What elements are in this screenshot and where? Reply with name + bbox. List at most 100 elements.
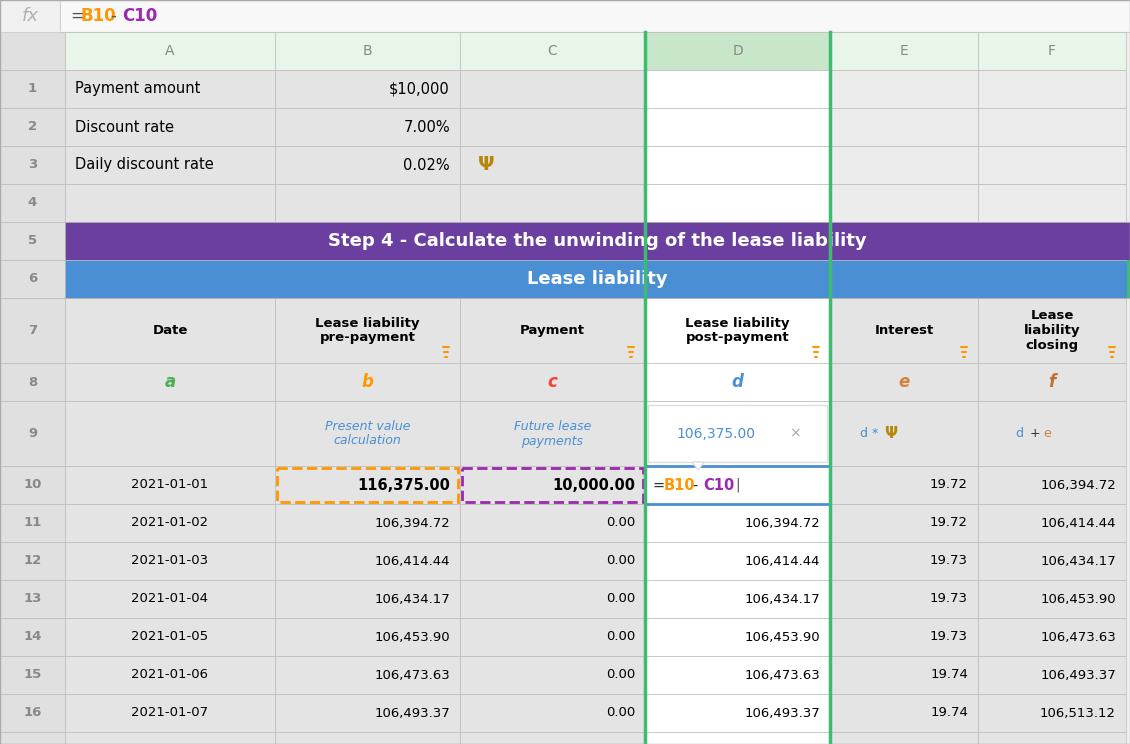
Bar: [645, 70, 831, 108]
Bar: [0, 363, 66, 401]
Text: 19.73: 19.73: [930, 630, 968, 644]
Text: 106,434.17: 106,434.17: [374, 592, 450, 606]
Bar: [275, 146, 460, 184]
Text: 19.72: 19.72: [930, 516, 968, 530]
Text: Lease
liability
closing: Lease liability closing: [1024, 309, 1080, 352]
Bar: [831, 222, 977, 260]
Bar: [0, 504, 66, 542]
Bar: [831, 542, 977, 580]
Bar: [977, 363, 1125, 401]
Bar: [66, 108, 275, 146]
Bar: [275, 694, 460, 732]
Text: 106,493.37: 106,493.37: [374, 707, 450, 719]
Bar: [977, 184, 1125, 222]
Bar: [0, 694, 66, 732]
Bar: [66, 146, 275, 184]
Bar: [275, 222, 460, 260]
Text: c: c: [548, 373, 557, 391]
Text: C10: C10: [703, 478, 734, 493]
Bar: [275, 260, 460, 298]
Text: 7.00%: 7.00%: [403, 120, 450, 135]
Text: 106,434.17: 106,434.17: [1041, 554, 1116, 568]
Bar: [645, 580, 831, 618]
Bar: [0, 0, 60, 32]
Text: 2021-01-06: 2021-01-06: [131, 669, 209, 682]
Bar: [645, 466, 831, 504]
Text: 2021-01-03: 2021-01-03: [131, 554, 209, 568]
Text: 2: 2: [28, 121, 37, 133]
Text: 0.00: 0.00: [606, 707, 635, 719]
Text: 106,473.63: 106,473.63: [1041, 630, 1116, 644]
Bar: [831, 146, 977, 184]
Text: 106,414.44: 106,414.44: [374, 554, 450, 568]
Bar: [66, 466, 275, 504]
Bar: [977, 146, 1125, 184]
Text: Discount rate: Discount rate: [75, 120, 174, 135]
Bar: [645, 32, 831, 70]
Text: |: |: [734, 478, 740, 493]
Bar: [831, 260, 977, 298]
Bar: [645, 618, 831, 656]
Bar: [66, 618, 275, 656]
Text: D: D: [732, 44, 742, 58]
Text: B10: B10: [664, 478, 696, 493]
Bar: [977, 656, 1125, 694]
Polygon shape: [692, 462, 704, 470]
Text: 12: 12: [24, 554, 42, 568]
Bar: [977, 618, 1125, 656]
Text: 116,375.00: 116,375.00: [357, 478, 450, 493]
Bar: [977, 580, 1125, 618]
Bar: [66, 70, 275, 108]
Text: 8: 8: [28, 376, 37, 388]
Bar: [275, 401, 460, 466]
Bar: [66, 222, 1130, 260]
Bar: [645, 363, 831, 401]
Text: =: =: [70, 7, 84, 25]
Bar: [977, 401, 1125, 466]
Bar: [275, 184, 460, 222]
Text: 106,414.44: 106,414.44: [1041, 516, 1116, 530]
Bar: [0, 732, 66, 744]
Bar: [831, 32, 977, 70]
Text: 106,394.72: 106,394.72: [374, 516, 450, 530]
Bar: [647, 405, 827, 462]
Bar: [66, 363, 275, 401]
Text: 0.00: 0.00: [606, 669, 635, 682]
Text: ×: ×: [789, 426, 800, 440]
Text: 5: 5: [28, 234, 37, 248]
Bar: [460, 580, 645, 618]
Bar: [977, 260, 1125, 298]
Text: C: C: [548, 44, 557, 58]
Bar: [66, 732, 275, 744]
Bar: [0, 580, 66, 618]
Bar: [66, 542, 275, 580]
Bar: [831, 70, 977, 108]
Bar: [645, 732, 831, 744]
Bar: [66, 184, 275, 222]
Bar: [831, 732, 977, 744]
Bar: [275, 70, 460, 108]
Text: Payment amount: Payment amount: [75, 82, 200, 97]
Text: Ψ: Ψ: [884, 426, 897, 441]
Text: 1: 1: [28, 83, 37, 95]
Text: 11: 11: [24, 516, 42, 530]
Bar: [977, 732, 1125, 744]
Text: 106,493.37: 106,493.37: [1041, 669, 1116, 682]
Text: -: -: [110, 7, 116, 25]
Bar: [66, 580, 275, 618]
Text: d *: d *: [860, 427, 881, 440]
Text: 2021-01-02: 2021-01-02: [131, 516, 209, 530]
Text: 106,453.90: 106,453.90: [1041, 592, 1116, 606]
Bar: [831, 618, 977, 656]
Bar: [977, 298, 1125, 363]
Bar: [645, 298, 831, 363]
Text: 106,434.17: 106,434.17: [745, 592, 820, 606]
Text: 106,414.44: 106,414.44: [745, 554, 820, 568]
Text: 2021-01-01: 2021-01-01: [131, 478, 209, 492]
Bar: [460, 656, 645, 694]
Bar: [460, 401, 645, 466]
Text: fx: fx: [21, 7, 38, 25]
Bar: [66, 222, 275, 260]
Bar: [1127, 260, 1130, 298]
Bar: [831, 580, 977, 618]
